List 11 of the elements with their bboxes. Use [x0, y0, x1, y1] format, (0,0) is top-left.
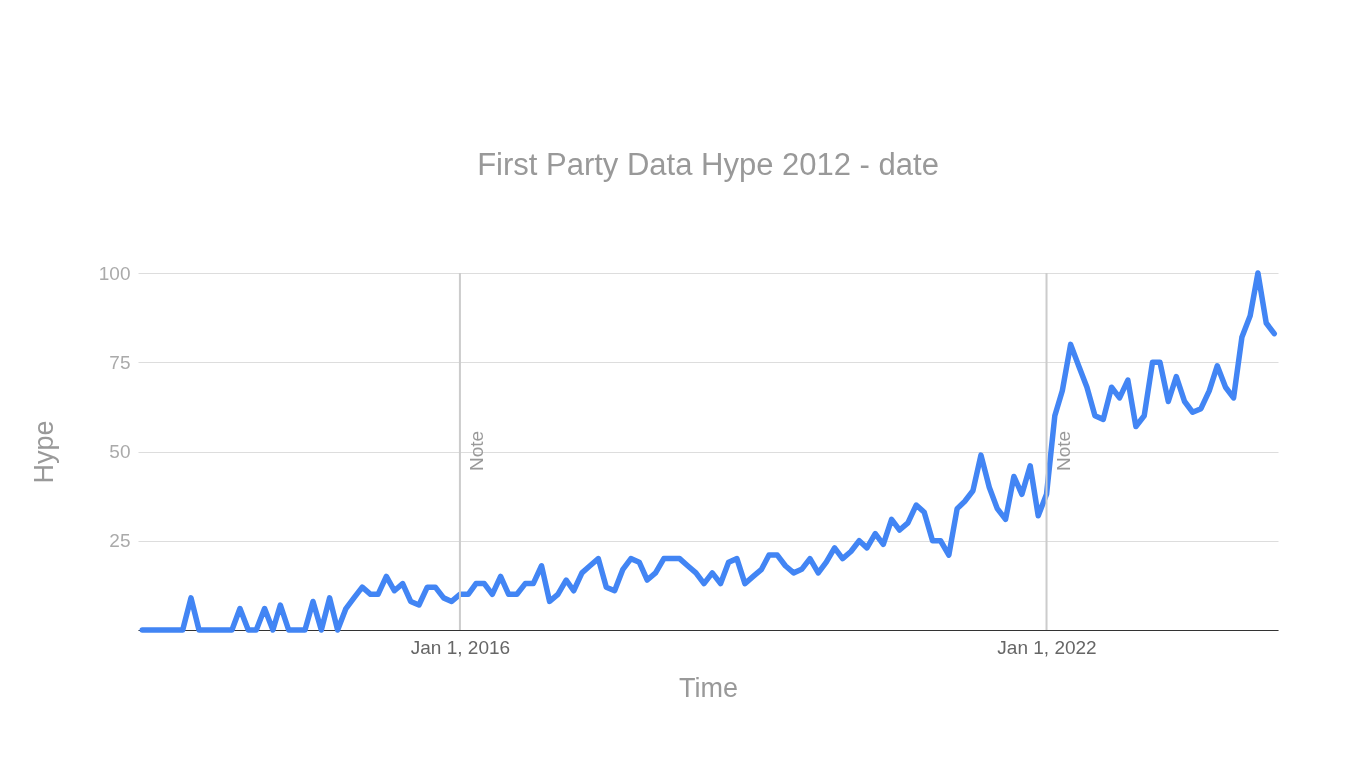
- y-tick-label: 25: [109, 530, 131, 552]
- y-tick-label: 75: [109, 351, 131, 373]
- y-tick-label: 50: [109, 441, 131, 462]
- chart-title: First Party Data Hype 2012 - date: [477, 147, 939, 182]
- x-axis-title: Time: [679, 672, 738, 703]
- ref-line-label: Note: [1052, 430, 1074, 472]
- y-axis-title: Hype: [28, 420, 59, 484]
- x-tick-label: Jan 1, 2022: [997, 636, 1097, 658]
- ref-line-label: Note: [465, 430, 487, 472]
- y-tick-label: 100: [98, 262, 131, 284]
- x-tick-label: Jan 1, 2016: [410, 636, 511, 658]
